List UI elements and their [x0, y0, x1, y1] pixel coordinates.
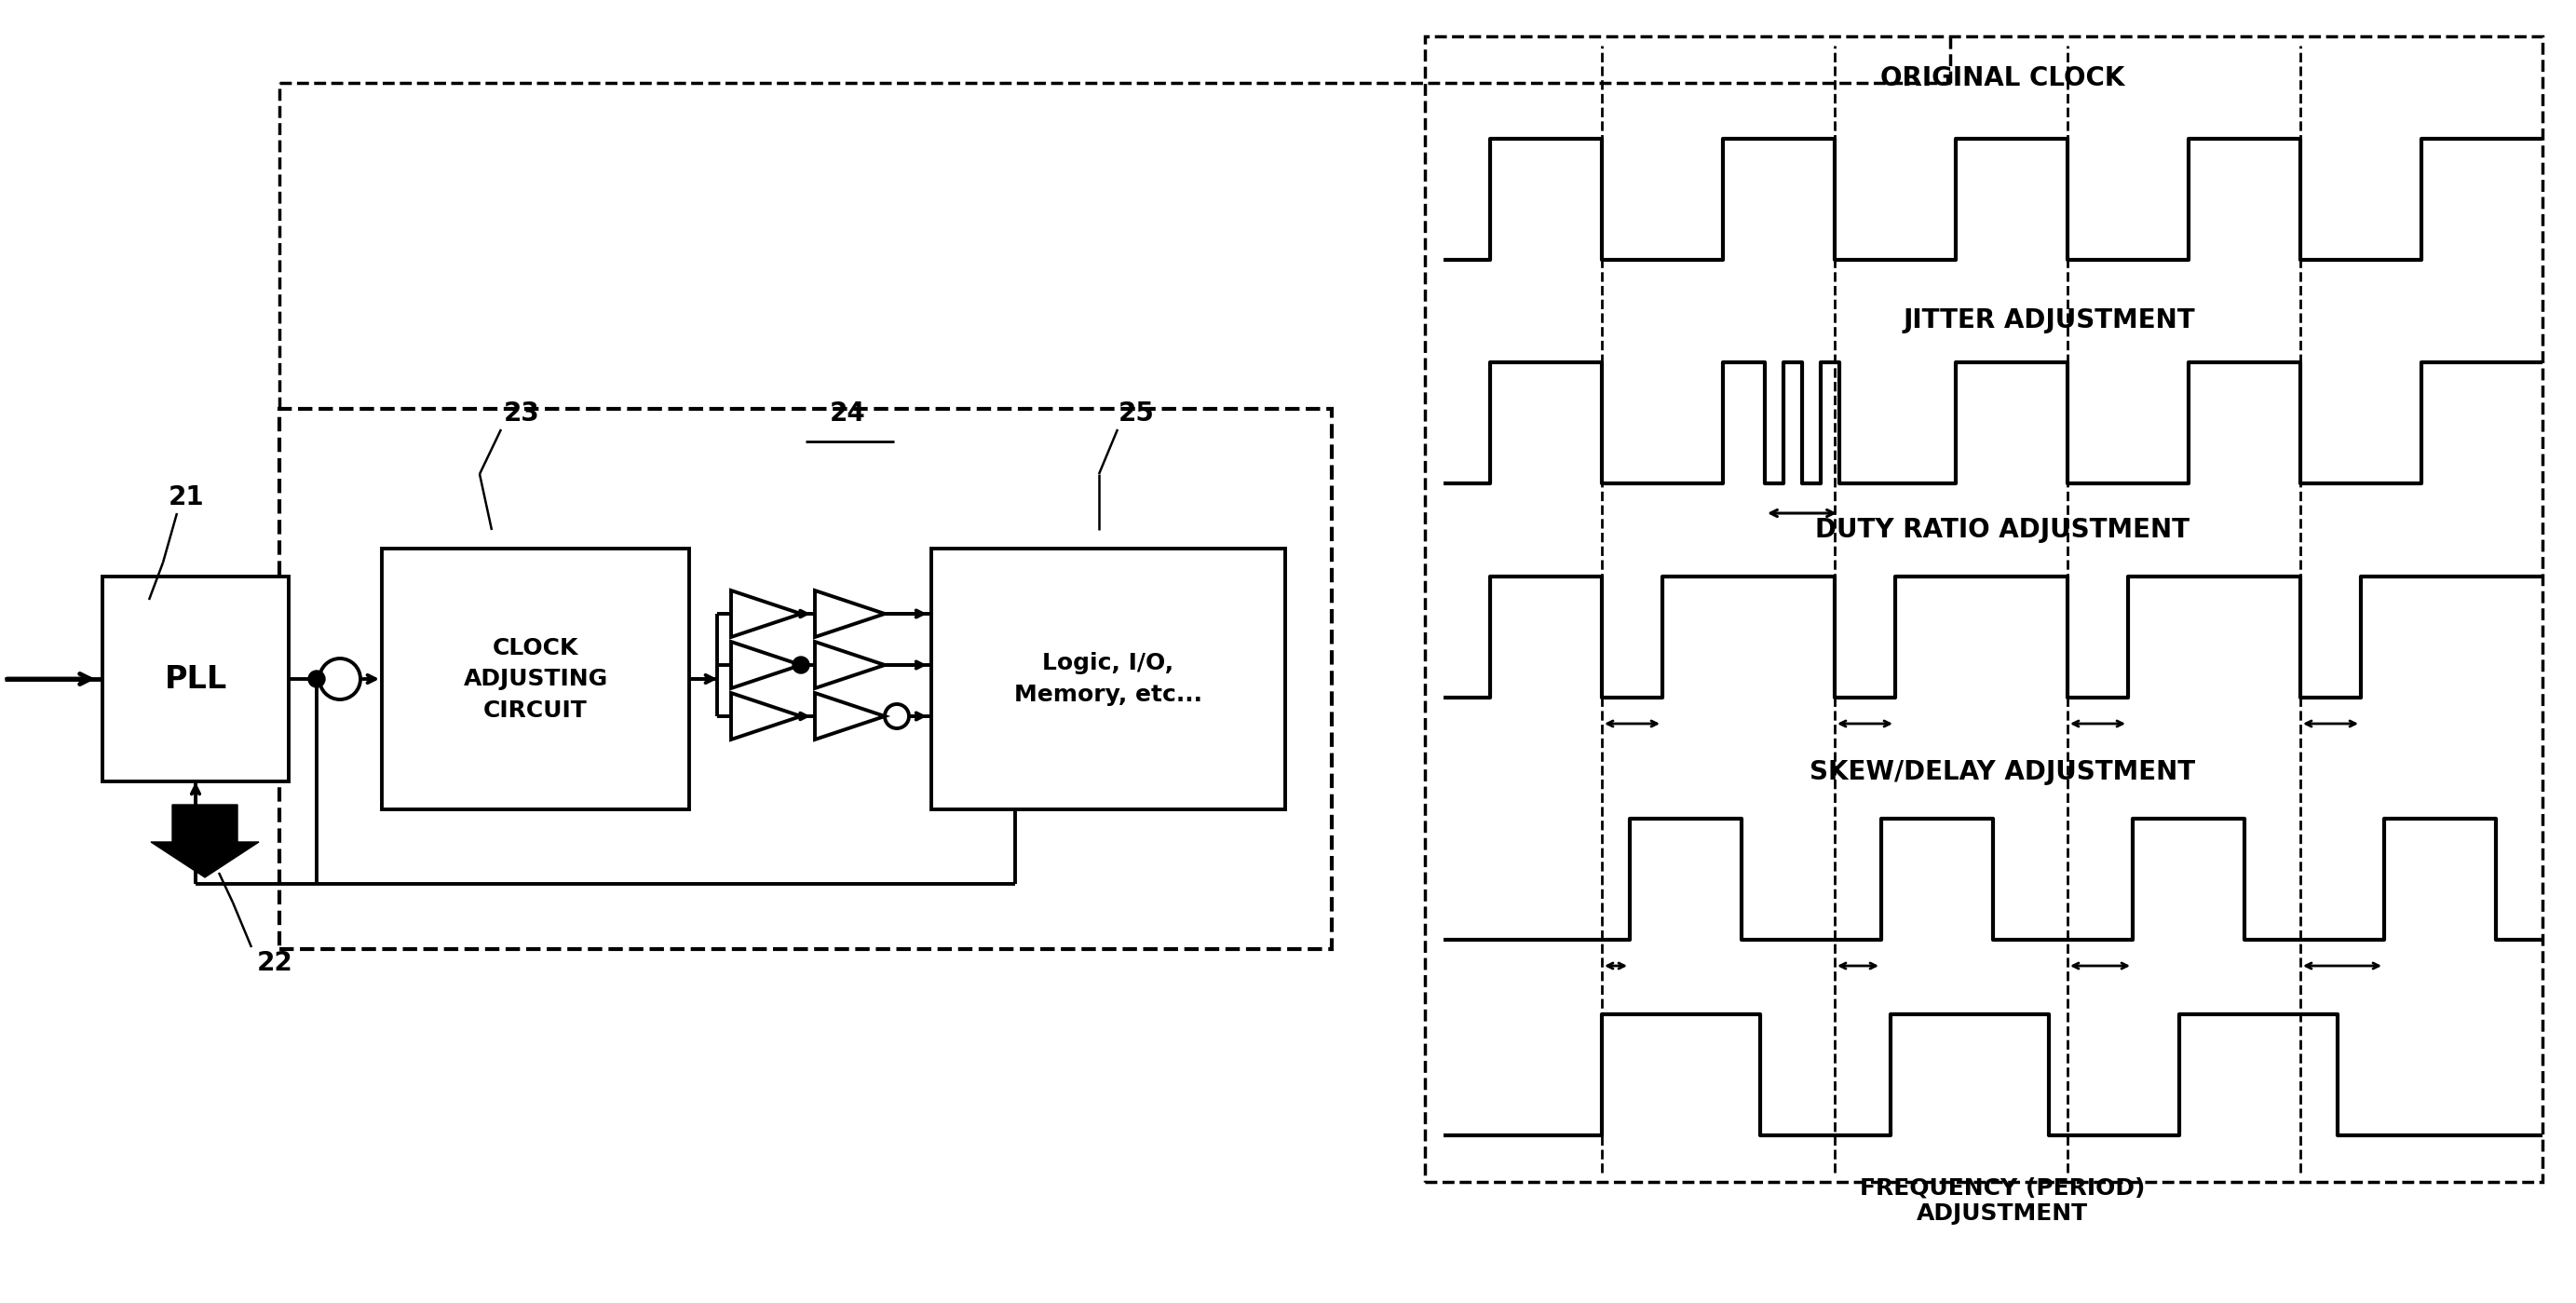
Text: CLOCK
ADJUSTING
CIRCUIT: CLOCK ADJUSTING CIRCUIT	[464, 637, 608, 722]
Polygon shape	[814, 641, 884, 688]
Circle shape	[793, 657, 809, 674]
Text: FREQUENCY (PERIOD)
ADJUSTMENT: FREQUENCY (PERIOD) ADJUSTMENT	[1860, 1177, 2146, 1225]
Text: 25: 25	[1118, 400, 1154, 426]
Polygon shape	[732, 641, 801, 688]
Polygon shape	[814, 693, 884, 740]
Text: DUTY RATIO ADJUSTMENT: DUTY RATIO ADJUSTMENT	[1816, 517, 2190, 543]
Text: JITTER ADJUSTMENT: JITTER ADJUSTMENT	[1904, 308, 2195, 334]
Text: PLL: PLL	[165, 663, 227, 694]
Text: 22: 22	[258, 950, 294, 976]
Circle shape	[309, 671, 325, 688]
Text: 24: 24	[829, 400, 866, 426]
Text: ORIGINAL CLOCK: ORIGINAL CLOCK	[1880, 65, 2125, 91]
Polygon shape	[732, 590, 801, 637]
FancyBboxPatch shape	[933, 549, 1285, 809]
Text: Logic, I/O,
Memory, etc...: Logic, I/O, Memory, etc...	[1015, 653, 1203, 706]
Polygon shape	[152, 805, 260, 877]
Text: SKEW/DELAY ADJUSTMENT: SKEW/DELAY ADJUSTMENT	[1808, 760, 2195, 786]
Text: 21: 21	[167, 485, 204, 511]
Text: 23: 23	[502, 400, 538, 426]
Polygon shape	[814, 590, 884, 637]
FancyBboxPatch shape	[381, 549, 690, 809]
Polygon shape	[732, 693, 801, 740]
FancyBboxPatch shape	[103, 576, 289, 782]
